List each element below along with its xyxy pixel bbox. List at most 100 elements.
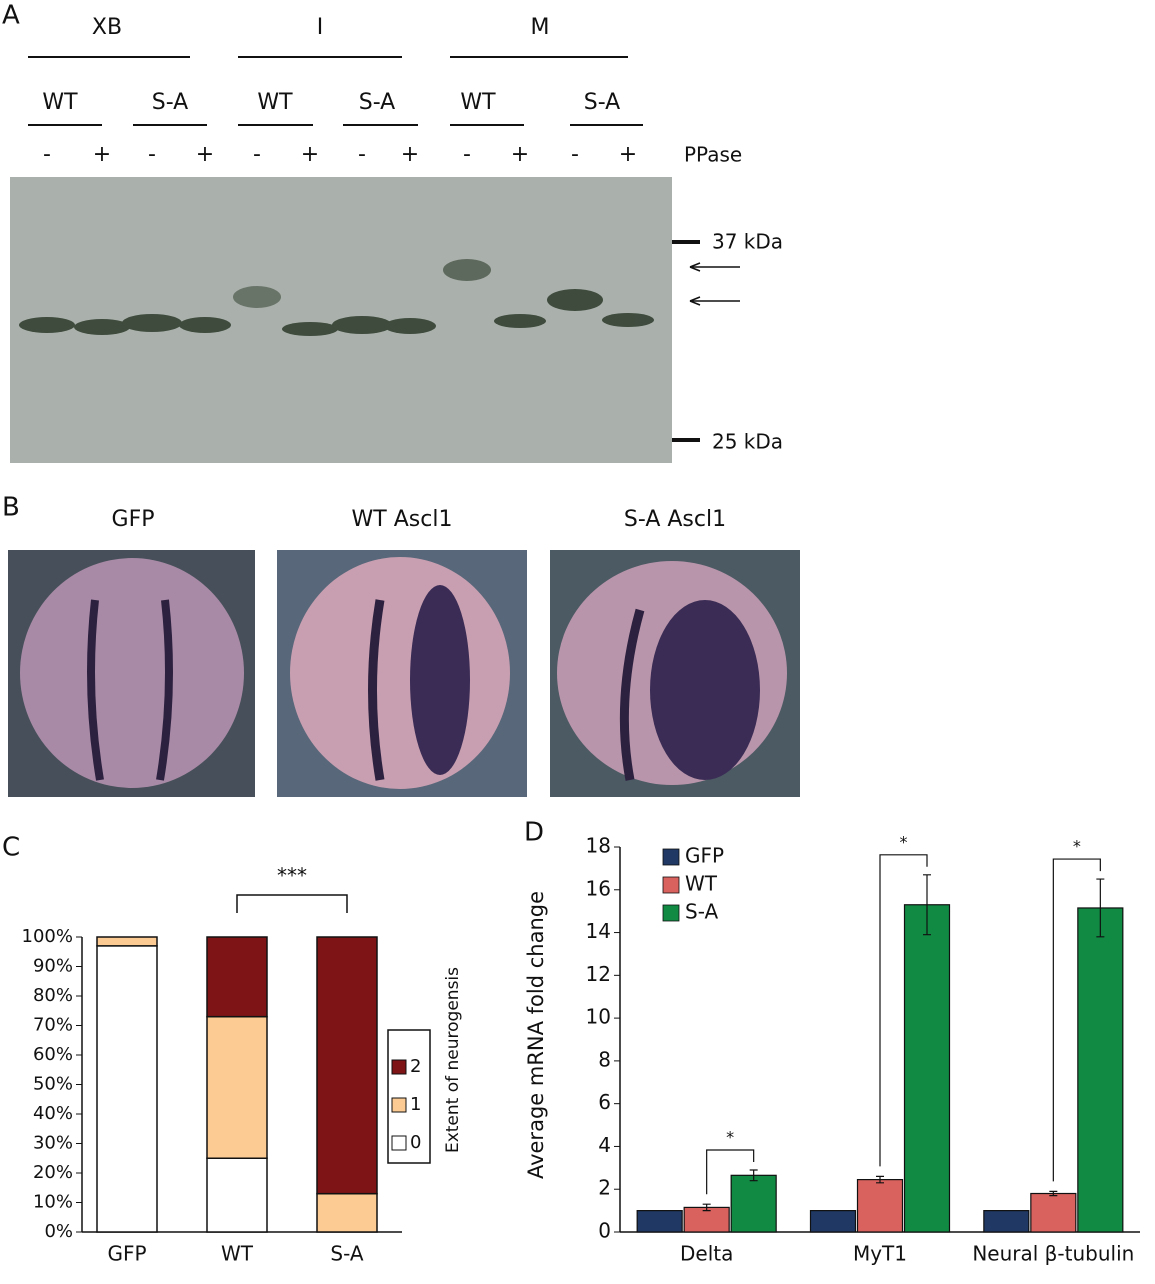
- y-tick-label: 60%: [33, 1044, 73, 1065]
- error-bar: [702, 1203, 711, 1212]
- markers: [672, 240, 740, 442]
- y-tick-label: 100%: [22, 926, 73, 947]
- panel-label: C: [2, 833, 20, 863]
- bar-segment: [316, 936, 378, 1195]
- y-tick-label: 12: [586, 962, 611, 986]
- annotation: ***: [277, 864, 307, 888]
- y-tick-label: 40%: [33, 1103, 73, 1124]
- x-tick-label: MyT1: [853, 1242, 907, 1266]
- subgroup-label: S-A: [584, 90, 620, 115]
- subgroup-label: S-A: [359, 90, 395, 115]
- bar: [1077, 907, 1124, 1233]
- subgroup-label: WT: [257, 90, 293, 115]
- y-tick-label: 90%: [33, 956, 73, 977]
- legend-title: Extent of neurogensis: [443, 967, 463, 1153]
- subgroup-label: S-A: [152, 90, 188, 115]
- embryo-label: GFP: [112, 507, 155, 532]
- sign-label: +: [511, 142, 529, 167]
- error-bar: [749, 1169, 758, 1182]
- error-bar: [923, 874, 931, 936]
- significance-bracket: [879, 854, 928, 1167]
- legend-label: 0: [410, 1132, 421, 1153]
- y-tick-label: 70%: [33, 1015, 73, 1036]
- marker-label: 37 kDa: [712, 230, 783, 254]
- embryo-images: GFP WT Ascl1 S-A Ascl1: [8, 507, 800, 797]
- legend-label: GFP: [685, 844, 724, 868]
- y-tick-label: 10%: [33, 1192, 73, 1213]
- sign-label: +: [196, 142, 214, 167]
- legend-swatch: [391, 1059, 407, 1075]
- sign-label: -: [253, 142, 261, 167]
- embryo: [290, 557, 510, 789]
- bar-segment: [316, 1192, 378, 1233]
- y-axis-label: Average mRNA fold change: [524, 891, 548, 1179]
- legend-swatch: [662, 904, 680, 922]
- panel-label: A: [2, 1, 20, 31]
- bar: [983, 1210, 1030, 1233]
- y-tick-label: 10: [586, 1005, 611, 1029]
- legend-swatch: [662, 848, 680, 866]
- y-tick-label: 6: [598, 1090, 611, 1114]
- x-tick-label: Delta: [680, 1242, 733, 1266]
- bar: [636, 1210, 683, 1233]
- y-tick-label: 0: [598, 1219, 611, 1243]
- error-bar: [1096, 878, 1105, 938]
- legend-swatch: [391, 1135, 407, 1151]
- bar: [683, 1206, 730, 1233]
- group-lines: [28, 56, 643, 126]
- bar-segment: [96, 936, 158, 947]
- annotation: *: [1073, 837, 1081, 856]
- significance-bracket: [236, 894, 348, 913]
- subgroup-label: WT: [42, 90, 78, 115]
- sign-label: -: [148, 142, 156, 167]
- western-blot: XB I M WT S-A WT S-A WT S-A PPase: [10, 15, 783, 463]
- x-tick-label: GFP: [107, 1242, 146, 1266]
- significance-bracket: [1052, 858, 1101, 1182]
- y-tick-label: 30%: [33, 1133, 73, 1154]
- y-tick-label: 2: [598, 1176, 611, 1200]
- sign-label: -: [571, 142, 579, 167]
- sign-label: +: [619, 142, 637, 167]
- embryo-label: S-A Ascl1: [624, 507, 726, 532]
- treatment-label: PPase: [684, 143, 742, 167]
- bar-segment: [206, 936, 268, 1018]
- y-tick-label: 18: [586, 834, 611, 858]
- sign-label: -: [463, 142, 471, 167]
- x-tick-label: S-A: [330, 1242, 363, 1266]
- sign-label: +: [93, 142, 111, 167]
- significance-bracket: [706, 1149, 755, 1195]
- legend-swatch: [662, 876, 680, 894]
- bar: [856, 1178, 904, 1233]
- subgroup-label: WT: [460, 90, 496, 115]
- y-tick-label: 80%: [33, 985, 73, 1006]
- sign-label: -: [43, 142, 51, 167]
- y-tick-label: 0%: [44, 1221, 73, 1242]
- legend-label: WT: [685, 872, 718, 896]
- y-tick-label: 16: [586, 876, 611, 900]
- y-tick-label: 50%: [33, 1074, 73, 1095]
- marker-label: 25 kDa: [712, 430, 783, 454]
- bar-segment: [96, 945, 158, 1233]
- annotation: *: [900, 832, 908, 851]
- embryo-label: WT Ascl1: [352, 507, 453, 532]
- x-tick-label: WT: [221, 1242, 254, 1266]
- y-tick-label: 14: [586, 919, 611, 943]
- embryo: [20, 558, 244, 788]
- bar-segment: [206, 1157, 268, 1233]
- x-tick-label: Neural β-tubulin: [972, 1242, 1134, 1266]
- panel-label: B: [2, 493, 20, 523]
- y-tick-label: 8: [598, 1047, 611, 1071]
- group-label: I: [317, 15, 324, 40]
- bar: [1030, 1192, 1077, 1233]
- legend-swatch: [391, 1097, 407, 1113]
- error-bar: [1049, 1190, 1058, 1197]
- legend-label: S-A: [685, 900, 718, 924]
- bands: [19, 259, 654, 336]
- sign-label: +: [301, 142, 319, 167]
- error-bar: [876, 1175, 884, 1184]
- group-label: M: [531, 15, 550, 40]
- annotation: *: [726, 1127, 734, 1146]
- panel-label: D: [524, 818, 544, 848]
- y-tick-label: 20%: [33, 1162, 73, 1183]
